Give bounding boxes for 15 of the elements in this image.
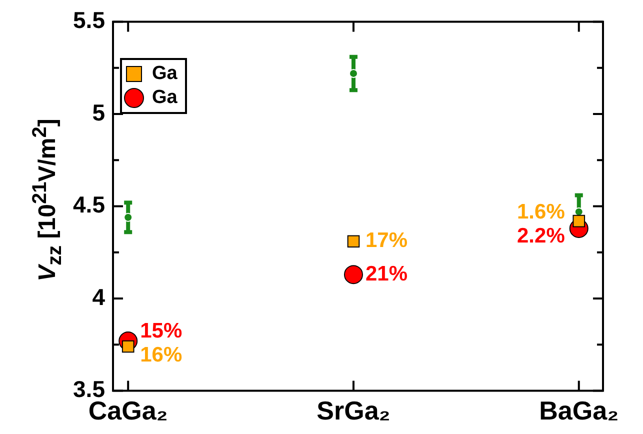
- y-tick-label: 4.5: [73, 192, 106, 218]
- legend-label: Ga: [152, 63, 178, 85]
- x-tick-label: BaGa₂: [539, 396, 619, 426]
- y-tick-label: 4: [92, 284, 106, 310]
- annotation: 16%: [140, 344, 182, 367]
- annotation: 21%: [365, 262, 408, 286]
- y-tick-label: 5.5: [73, 7, 106, 34]
- y-tick-label: 5: [92, 99, 106, 126]
- x-tick-label: SrGa₂: [316, 396, 390, 426]
- annotation: 15%: [140, 320, 182, 343]
- annotation: 1.6%: [517, 200, 566, 224]
- annotation: 2.2%: [517, 224, 566, 248]
- y-tick-label: 3.5: [73, 376, 106, 402]
- annotation: 17%: [365, 229, 408, 252]
- legend-label: Ga: [152, 87, 178, 109]
